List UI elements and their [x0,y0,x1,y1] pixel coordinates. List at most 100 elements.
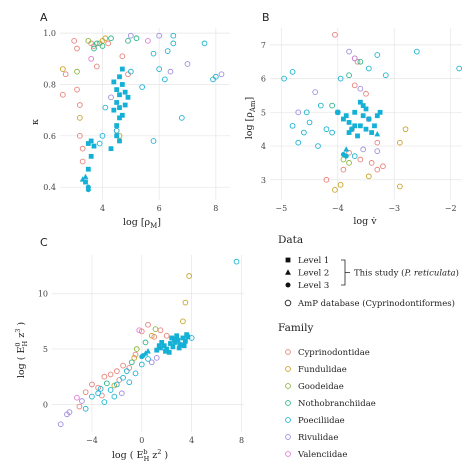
panel-c-amp-point [101,373,108,380]
panel-a-ytick-label: 0.6 [43,132,56,141]
panel-b-amp-point [329,102,335,109]
panel-b-amp-point [354,58,361,65]
panel-c-study-point-level-3 [139,354,145,360]
panel-c-amp-point [180,318,186,325]
panel-a-study-point-level-3 [85,187,91,193]
panel-a-study-point-level-2 [79,176,86,182]
panel-a-amp-point [74,68,80,75]
legend-amp-marker [284,299,292,307]
panel-a-ytick-label: 0.8 [43,80,56,89]
panel-b-study-point-level-1 [346,130,352,135]
legend-level-marker [285,269,291,275]
legend-family-marker [285,451,291,457]
panel-a-amp-point [76,115,83,121]
panel-a-amp-point [108,35,114,42]
panel-a-study-point-level-1 [117,105,122,110]
panel-c-ytick-label: 5 [43,345,48,354]
panel-c-study-point-level-1 [163,348,168,354]
panel-c-amp-point [163,332,170,339]
panel-b-amp-point [315,143,321,149]
panel-a-amp-point [102,35,109,42]
panel-b-amp-point [374,52,381,58]
panel-b-amp-point [289,68,296,75]
panel-b-amp-point [357,85,364,92]
legend-family-label: Poeciliidae [298,416,345,426]
panel-a-study-point-level-1 [88,138,94,144]
panel-a-amp-point [164,48,171,54]
panel-b-amp-point [360,146,367,153]
panel-c-xlabel: log ( Eb H z2 ) [112,448,168,463]
panel-a-amp-point [156,66,163,72]
panel-a-amp-point [161,76,168,83]
panel-b-amp-point [312,89,319,95]
panel-a-study-point-level-1 [83,179,88,185]
panel-c-amp-point [123,368,130,375]
panel-b-amp-point [357,156,364,163]
panel-a-amp-point [178,115,185,121]
panel-b-xlabel: log v̇ [353,216,377,227]
panel-a-amp-point [150,138,157,144]
panel-c-amp-point [76,403,83,410]
legend-level-label: Level 1 [298,256,329,266]
panel-b-study-point-level-1 [352,109,358,115]
panel-a-plot: 4 6 8 0.4 0.6 0.8 1.0 [43,28,230,213]
panel-a-amp-point [99,132,106,139]
panel-b-xtick-label: −4 [332,204,344,213]
legend-family-marker [285,383,291,389]
panel-c-amp-point [107,387,114,393]
panel-b-amp-point [295,139,302,146]
panel-a-amp-point [76,102,83,108]
panel-c-amp-point [95,390,101,397]
panel-b-amp-point [456,65,463,72]
panel-b-xtick-label: −2 [445,204,457,213]
legend-family-label: Goodeidae [298,382,344,392]
panel-c-study-point-level-1 [156,343,162,349]
panel-a-study-point-level-1 [125,94,131,100]
panel-a-amp-point [119,53,126,60]
panel-c-amp-point [74,394,80,401]
panel-a-amp-point [133,35,140,42]
panel-b-amp-point [323,126,330,133]
panel-a-study-point-level-1 [85,166,91,172]
panel-a-amp-point [201,40,208,47]
panel-b-amp-point [317,102,324,109]
panel-b-amp-point [374,139,381,146]
legend-family-marker [285,417,291,423]
panel-b-amp-point [303,109,310,116]
panel-b-amp-point [323,176,330,183]
panel-c-study-point-level-1 [175,337,181,343]
panel-b-study-point-level-1 [352,123,358,129]
panel-c-amp-point [145,321,151,328]
panel-b-xtick-label: −3 [388,204,400,213]
panel-b-study-point-level-1 [335,109,341,115]
panel-b: B −5 −4 −3 −2 3 4 5 6 7 log [ρAm] log v̇ [244,11,463,227]
panel-a-amp-point [113,127,120,134]
panel-b-amp-point [365,173,372,180]
panel-a-amp-point [108,94,114,101]
panel-b-study-point-level-1 [377,109,383,115]
panel-a-study-point-level-1 [108,146,114,152]
panel-a-study-point-level-1 [122,102,128,108]
panel-c-amp-point [57,421,64,428]
panel-a-amp-point [127,68,134,75]
panel-b-ytick-label: 3 [261,176,266,185]
panel-b-study-point-level-1 [372,123,377,129]
panel-c-amp-point [120,362,126,369]
panel-c-amp-point [136,327,143,334]
panel-c-study-point-level-1 [181,343,187,349]
panel-a-amp-point [99,43,106,49]
panel-a-amp-point [85,37,92,44]
panel-b-amp-point [346,48,352,55]
panel-b-study-point-level-1 [341,116,346,122]
legend-levels: Level 1 Level 2 Level 3 [285,256,329,291]
panel-b-amp-point [351,82,358,89]
panel-c-amp-point [97,386,104,392]
panel-a-xtick-label: 4 [100,204,105,213]
panel-b-amp-point [346,149,352,156]
panel-b-ytick-label: 5 [261,108,266,117]
panel-c-ylabel: log ( E0H z3 ) [14,322,29,378]
panel-a-amp-point [105,40,112,47]
panel-c-study-point-level-1 [168,341,173,346]
panel-a-amp-point [212,73,219,80]
panel-a-study-point-level-1 [117,92,122,98]
